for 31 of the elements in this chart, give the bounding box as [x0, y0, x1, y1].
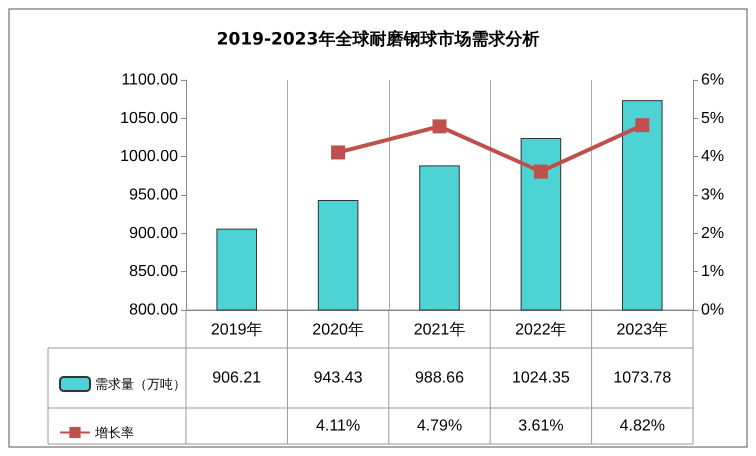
x-tick-label: 2023年 [616, 322, 668, 338]
y-tick-label: 1050.00 [120, 110, 178, 127]
y2-tick-label: 6% [701, 72, 724, 88]
y2-tick-label: 1% [701, 263, 724, 280]
data-label: 1073.78 [613, 370, 672, 386]
data-label: 4.11% [316, 418, 360, 434]
data-label: 4.79% [416, 418, 462, 434]
y-tick-label: 950.00 [129, 186, 178, 204]
x-tick-label: 2020年 [312, 322, 364, 338]
y-tick-label: 1000.00 [120, 148, 178, 166]
chart-title: 2019-2023年全球耐磨钢球市场需求分析 [216, 30, 540, 50]
y-tick-label: 1100.00 [121, 72, 178, 88]
y2-tick-label: 5% [701, 110, 724, 127]
y-tick-label: 800.00 [129, 302, 178, 318]
x-tick-label: 2019年 [210, 322, 262, 338]
x-tick-label: 2021年 [414, 322, 466, 338]
legend-label: 需求量（万吨） [95, 376, 186, 392]
y2-tick-label: 0% [701, 302, 724, 318]
data-label: 4.82% [620, 418, 665, 434]
y2-tick-label: 2% [701, 224, 724, 242]
y-tick-label: 900.00 [129, 224, 178, 242]
data-label: 3.61% [518, 418, 564, 434]
y2-tick-label: 4% [701, 148, 724, 166]
x-tick-label: 2022年 [515, 322, 567, 338]
y2-tick-label: 3% [701, 186, 724, 204]
data-label: 943.43 [314, 370, 363, 386]
data-label: 988.66 [415, 370, 464, 386]
data-label: 1024.35 [512, 370, 570, 386]
y-tick-label: 850.00 [129, 263, 178, 280]
data-label: 906.21 [212, 370, 262, 386]
legend-label: 增长率 [94, 425, 134, 440]
